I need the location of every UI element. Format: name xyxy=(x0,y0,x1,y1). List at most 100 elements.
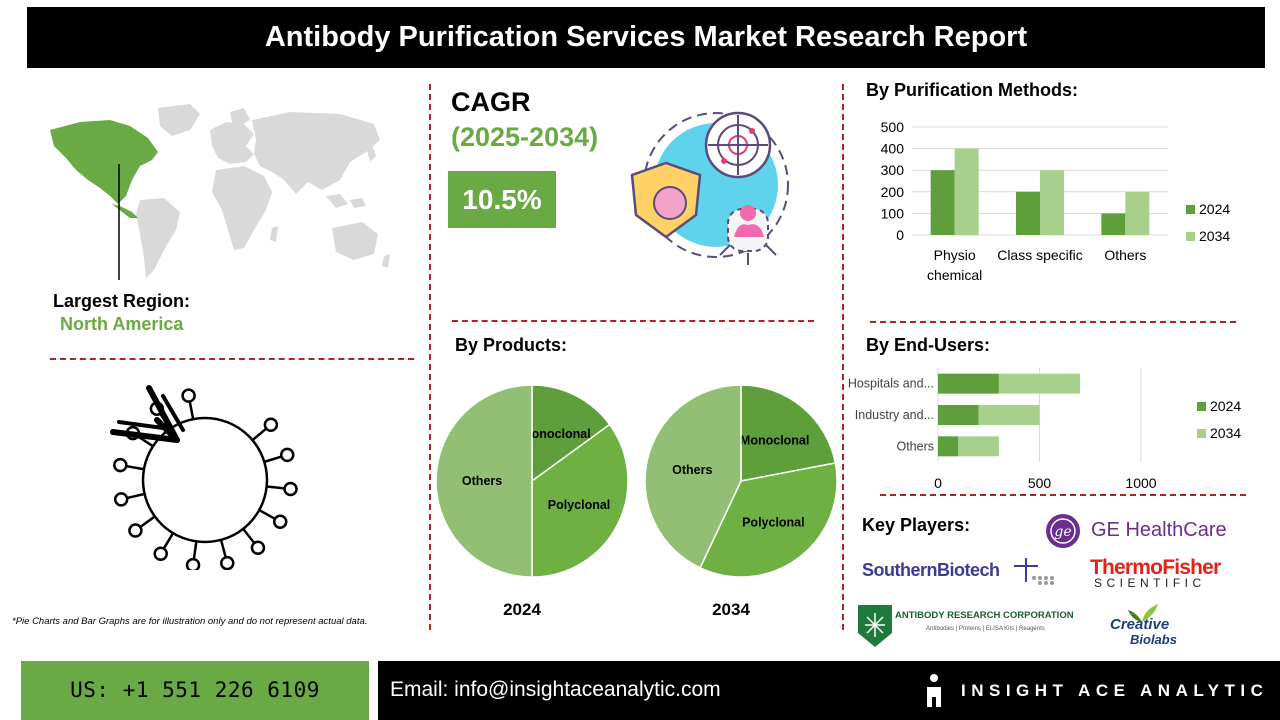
endusers-bar-2024 xyxy=(938,436,959,457)
pie-slice-label: Monoclonal xyxy=(740,433,809,447)
divider-right xyxy=(842,84,844,630)
divider-map xyxy=(50,358,414,360)
ge-monogram-icon: ge xyxy=(1046,514,1080,548)
methods-ytick-label: 500 xyxy=(881,119,905,135)
virus-spike-tip xyxy=(153,546,168,561)
endusers-bar-2034 xyxy=(958,436,999,457)
endusers-xtick-label: 1000 xyxy=(1125,475,1156,491)
divider-methods xyxy=(870,321,1236,323)
methods-ytick-label: 200 xyxy=(881,184,905,200)
endusers-category-label: Others xyxy=(896,439,934,453)
cagr-years: (2025-2034) xyxy=(451,122,599,152)
virus-spike-tip xyxy=(220,555,235,570)
methods-category-label: Physio xyxy=(934,247,976,263)
endusers-legend-swatch xyxy=(1197,429,1206,438)
disclaimer-note: *Pie Charts and Bar Graphs are for illus… xyxy=(12,616,368,627)
immunity-illustration-icon xyxy=(630,111,789,265)
methods-ytick-label: 300 xyxy=(881,162,905,178)
virus-spike-tip xyxy=(185,557,201,570)
methods-category-label: Class specific xyxy=(997,247,1083,263)
largest-region-label: Largest Region: xyxy=(53,291,191,311)
ge-healthcare-text: GE HealthCare xyxy=(1091,519,1227,541)
page-title: Antibody Purification Services Market Re… xyxy=(264,21,1028,53)
methods-category-label: chemical xyxy=(927,267,982,283)
virus-spike xyxy=(251,427,268,442)
virus-spike xyxy=(241,527,256,545)
pie-slice-label: Polyclonal xyxy=(742,516,805,530)
pie-slice-polyclonal xyxy=(699,462,838,578)
virus-spike xyxy=(192,540,198,561)
phone-number[interactable]: US: +1 551 226 6109 xyxy=(70,678,320,702)
endusers-xtick-label: 500 xyxy=(1028,475,1052,491)
methods-section-title: By Purification Methods: xyxy=(866,80,1079,100)
methods-legend-label: 2024 xyxy=(1199,201,1230,217)
virus-spike xyxy=(219,538,227,559)
thermofisher-logo: ThermoFisher xyxy=(1090,556,1221,579)
endusers-legend-swatch xyxy=(1197,402,1206,411)
antibody-virus-icon xyxy=(110,385,298,570)
methods-ytick-label: 100 xyxy=(881,205,905,221)
pie-slice-polyclonal xyxy=(531,423,629,578)
creative-biolabs-leaf-icon xyxy=(1128,604,1158,622)
virus-spike xyxy=(124,464,146,471)
pie-year-label: 2034 xyxy=(712,600,750,619)
pie-slice-others xyxy=(435,384,533,578)
phone-bar: US: +1 551 226 6109 xyxy=(21,661,369,720)
endusers-section-title: By End-Users: xyxy=(866,335,991,355)
products-pie-charts: Monoclonal Polyclonal Others 2024 Monoclonal… xyxy=(435,384,838,619)
creative-biolabs-logo: Creative xyxy=(1110,616,1170,633)
cagr-value-badge: 10.5% xyxy=(448,171,556,228)
insight-ace-logo-icon xyxy=(927,674,941,707)
methods-bar-2034 xyxy=(1040,170,1064,235)
world-map xyxy=(50,104,390,280)
virus-spike-tip xyxy=(113,492,129,507)
virus-spike-tip xyxy=(283,481,298,497)
cagr-label: CAGR xyxy=(451,87,531,117)
pie-slice-label: Others xyxy=(462,474,502,488)
methods-bar-2034 xyxy=(954,148,979,235)
methods-ytick-label: 0 xyxy=(896,227,904,243)
virus-spike xyxy=(263,455,283,464)
key-players-title: Key Players: xyxy=(862,515,971,535)
largest-region-value: North America xyxy=(60,314,184,334)
virus-spike-tip xyxy=(263,417,279,432)
thermofisher-sub: SCIENTIFIC xyxy=(1094,576,1206,590)
divider-cagr xyxy=(452,320,814,322)
endusers-bar-2034 xyxy=(978,405,1040,425)
pie-slice-others xyxy=(644,384,742,569)
endusers-xtick-label: 0 xyxy=(934,475,942,491)
cagr-value: 10.5% xyxy=(462,184,542,215)
methods-legend-swatch xyxy=(1186,205,1195,214)
virus-spike-tip xyxy=(272,514,288,529)
methods-ytick-label: 400 xyxy=(881,141,905,157)
methods-bar-2024 xyxy=(1016,191,1040,235)
arc-logo-sub: Antibodies | Proteins | ELISA Kits | Rea… xyxy=(926,626,1045,632)
virus-spike-tip xyxy=(113,457,128,473)
arc-shield-icon xyxy=(858,605,892,647)
virus-spike xyxy=(265,485,286,490)
header-bar: Antibody Purification Services Market Re… xyxy=(27,7,1265,68)
pie-slice-label: Others xyxy=(672,463,712,477)
endusers-bar-chart: 0 500 1000 Hospitals and... Industry and... O… xyxy=(848,368,1241,491)
virus-spike-tip xyxy=(181,388,196,403)
email-address[interactable]: Email: info@insightaceanalytic.com xyxy=(390,678,721,701)
pie-slice-monoclonal xyxy=(740,384,837,482)
methods-bar-2034 xyxy=(1125,191,1150,235)
endusers-legend-label: 2034 xyxy=(1210,425,1241,441)
methods-legend-swatch xyxy=(1186,232,1195,241)
methods-bar-2024 xyxy=(1101,213,1126,235)
products-section-title: By Products: xyxy=(455,335,568,355)
virus-spike xyxy=(188,400,195,421)
pie-slice-label: Polyclonal xyxy=(548,498,611,512)
brand-name: INSIGHT ACE ANALYTIC xyxy=(961,681,1269,700)
virus-spike xyxy=(125,492,146,500)
creative-biolabs-sub: Biolabs xyxy=(1130,632,1177,647)
endusers-category-label: Hospitals and... xyxy=(848,377,934,391)
endusers-bar-2024 xyxy=(938,373,999,394)
endusers-bar-2034 xyxy=(998,373,1081,394)
methods-legend-label: 2034 xyxy=(1199,228,1230,244)
southernbiotech-logo: SouthernBiotech xyxy=(862,560,1000,580)
divider-endusers xyxy=(880,494,1246,496)
divider-left xyxy=(429,84,431,630)
ge-healthcare-logo: ge GE HealthCare xyxy=(1045,513,1235,549)
